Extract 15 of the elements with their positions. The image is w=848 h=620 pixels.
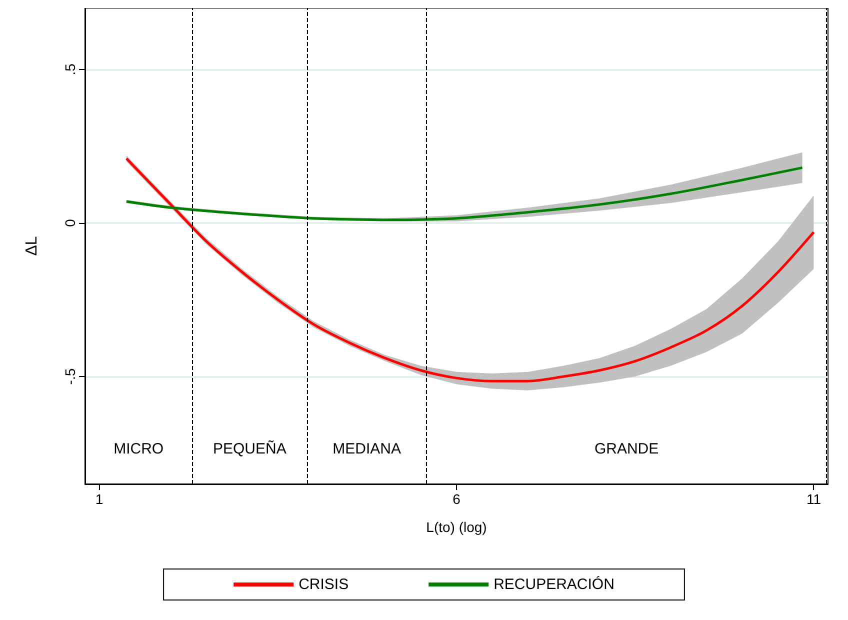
legend-label: RECUPERACIÓN [494,575,614,593]
annotation: PEQUEÑA [212,440,286,458]
legend-label: CRISIS [298,576,349,593]
annotation: MEDIANA [332,440,402,458]
y-tick-label: -.5 [62,368,78,385]
y-tick-label: 0 [62,218,78,227]
annotation: MICRO [114,440,164,458]
line-series [125,166,804,222]
x-tick-label: 11 [806,491,822,507]
x-tick-label: 6 [452,491,461,507]
annotation: GRANDE [594,440,659,458]
y-tick-label: .5 [62,63,78,76]
x-axis-title: L(to) (log) [426,519,487,535]
y-axis-title: ΔL [24,236,40,256]
x-tick-label: 1 [95,491,104,507]
